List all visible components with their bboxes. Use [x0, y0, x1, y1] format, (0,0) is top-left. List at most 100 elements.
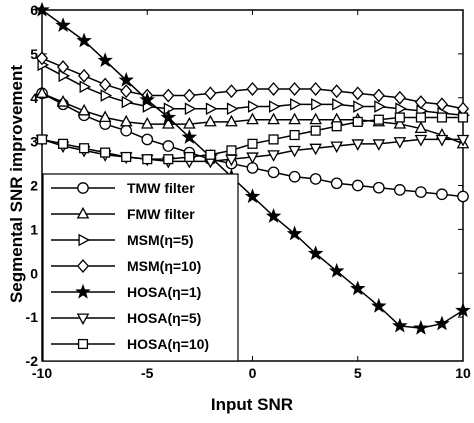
- data-point-marker: [34, 1, 50, 17]
- data-point-marker: [349, 280, 366, 296]
- data-point-marker: [246, 112, 259, 125]
- data-point-marker: [56, 60, 70, 75]
- data-point-marker: [121, 95, 134, 109]
- data-point-marker: [98, 110, 112, 123]
- legend-label: MSM(η=10): [127, 258, 201, 274]
- data-point-marker: [309, 82, 322, 96]
- data-point-marker: [328, 262, 345, 278]
- data-point-marker: [435, 97, 449, 112]
- data-point-marker: [119, 114, 133, 127]
- data-point-marker: [181, 129, 198, 144]
- data-point-marker: [58, 69, 71, 83]
- data-point-marker: [121, 151, 132, 163]
- data-point-marker: [413, 319, 429, 335]
- data-point-marker: [226, 145, 237, 156]
- data-point-marker: [414, 121, 428, 134]
- data-point-marker: [79, 80, 92, 94]
- series-4: [34, 1, 471, 335]
- data-point-marker: [436, 112, 448, 123]
- data-point-marker: [372, 139, 386, 151]
- legend-marker: [76, 313, 90, 326]
- data-point-marker: [246, 162, 259, 174]
- legend-label: MSM(η=5): [127, 232, 194, 248]
- data-point-marker: [99, 77, 112, 92]
- x-tick-label: -10: [32, 365, 52, 381]
- data-point-marker: [225, 114, 238, 127]
- data-point-marker: [392, 317, 408, 333]
- data-point-marker: [394, 112, 405, 123]
- data-point-marker: [139, 91, 156, 107]
- y-tick-label: 0: [30, 265, 38, 281]
- data-point-marker: [457, 190, 469, 203]
- data-point-marker: [120, 124, 133, 137]
- data-point-marker: [100, 89, 113, 102]
- data-point-marker: [309, 173, 322, 185]
- series-3: [35, 51, 470, 116]
- data-point-marker: [288, 82, 301, 96]
- data-point-marker: [267, 150, 280, 162]
- data-point-marker: [268, 134, 279, 145]
- data-point-marker: [288, 145, 301, 158]
- y-tick-label: 2: [30, 178, 38, 194]
- data-point-marker: [35, 86, 49, 98]
- legend-marker: [77, 182, 89, 194]
- data-point-marker: [393, 137, 407, 149]
- data-point-marker: [310, 125, 321, 136]
- data-point-marker: [311, 98, 323, 111]
- data-point-marker: [268, 100, 281, 113]
- data-point-marker: [414, 95, 427, 110]
- data-point-marker: [265, 208, 282, 223]
- data-point-marker: [289, 129, 300, 141]
- data-point-marker: [371, 297, 387, 313]
- data-point-marker: [373, 114, 384, 125]
- legend-marker: [77, 338, 89, 350]
- legend-label: TMW filter: [127, 180, 195, 196]
- data-point-marker: [226, 102, 239, 116]
- data-point-marker: [351, 86, 364, 101]
- data-point-marker: [183, 116, 196, 129]
- data-point-marker: [183, 88, 196, 103]
- y-tick-label: -2: [26, 353, 39, 369]
- data-point-marker: [77, 103, 91, 116]
- series-layer: [34, 1, 471, 335]
- data-point-marker: [97, 52, 113, 68]
- data-point-marker: [351, 139, 365, 151]
- data-point-marker: [393, 116, 407, 129]
- series-6: [36, 112, 469, 165]
- data-point-marker: [288, 170, 301, 183]
- data-point-marker: [246, 152, 259, 165]
- data-point-marker: [163, 154, 174, 165]
- data-point-marker: [353, 100, 365, 113]
- data-point-marker: [393, 184, 406, 196]
- data-point-marker: [79, 143, 90, 154]
- data-point-marker: [331, 121, 342, 132]
- data-point-marker: [141, 133, 154, 146]
- legend: TMW filter FMW filter MSM(η=5) MSM(η=10) HOS…: [42, 173, 239, 362]
- data-point-marker: [414, 134, 428, 147]
- data-point-marker: [457, 112, 469, 123]
- data-point-marker: [352, 116, 363, 127]
- y-tick-label: 1: [30, 221, 38, 237]
- data-point-marker: [332, 98, 344, 111]
- legend-box: [42, 173, 239, 362]
- data-point-marker: [55, 17, 71, 32]
- data-point-marker: [455, 302, 471, 318]
- data-point-marker: [434, 315, 450, 331]
- data-point-marker: [286, 225, 303, 241]
- data-point-marker: [330, 177, 343, 190]
- x-tick-label: -5: [141, 365, 154, 381]
- y-tick-label: 6: [30, 2, 38, 18]
- data-point-marker: [225, 84, 238, 99]
- data-point-marker: [162, 140, 175, 152]
- x-tick-label: 5: [354, 365, 362, 381]
- data-point-marker: [204, 86, 217, 101]
- data-point-marker: [393, 90, 406, 105]
- data-point-marker: [247, 100, 260, 113]
- data-point-marker: [267, 82, 280, 96]
- x-tick-label: 0: [249, 365, 257, 381]
- legend-marker: [78, 233, 91, 247]
- y-tick-label: 5: [30, 46, 38, 62]
